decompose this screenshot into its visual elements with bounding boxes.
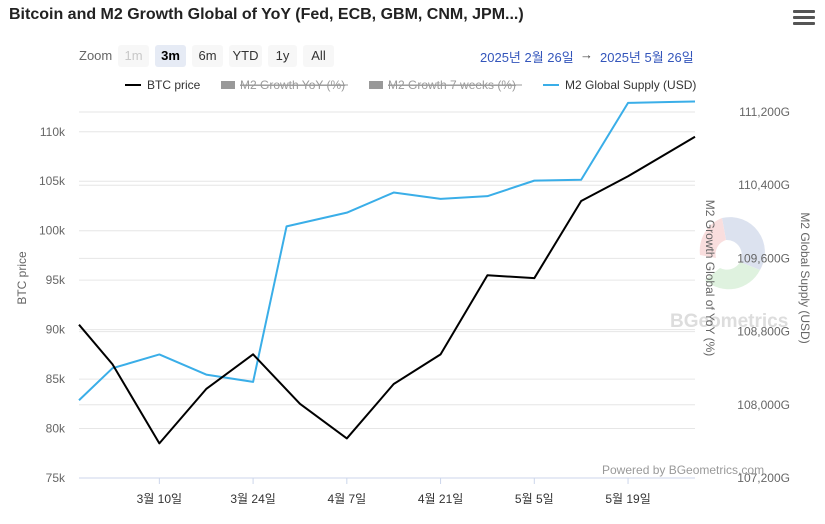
legend-swatch <box>369 81 383 89</box>
left-axis-tick-label: 90k <box>46 323 66 337</box>
range-to-input[interactable]: 2025년 5월 26일 <box>600 50 694 65</box>
x-axis-tick-label: 4월 7일 <box>327 492 366 506</box>
legend-label: BTC price <box>147 78 201 92</box>
legend-item-m2-growth-7-weeks[interactable]: M2 Growth 7 weeks (%) <box>369 78 522 92</box>
watermark-text: BGeometrics <box>670 311 788 332</box>
x-axis-tick-label: 4월 21일 <box>418 492 463 506</box>
legend-item-m2-growth-yoy[interactable]: M2 Growth YoY (%) <box>221 78 348 92</box>
right-axis-tick-label: 109,600G <box>737 251 790 265</box>
chart-title: Bitcoin and M2 Growth Global of YoY (Fed… <box>9 6 524 23</box>
watermark-logo <box>699 217 765 290</box>
zoom-label: Zoom <box>79 48 113 63</box>
zoom-6m-button[interactable]: 6m <box>192 45 223 67</box>
zoom-3m-button[interactable]: 3m <box>155 45 186 67</box>
zoom-1y-button[interactable]: 1y <box>268 45 297 67</box>
left-axis-tick-label: 95k <box>46 273 66 287</box>
x-axis-tick-label: 5월 5일 <box>515 492 554 506</box>
btc-price-series-line[interactable] <box>78 135 696 445</box>
right-axis-tick-label: 107,200G <box>737 471 790 485</box>
right-axis-tick-label: 110,400G <box>738 178 790 192</box>
right-axis-tick-label: 108,800G <box>737 325 790 339</box>
left-axis-title: BTC price <box>15 251 29 305</box>
right-axis-tick-label: 108,000G <box>737 398 790 412</box>
left-axis-tick-label: 85k <box>46 372 66 386</box>
left-axis-tick-label: 105k <box>39 174 66 188</box>
legend-swatch <box>221 81 235 89</box>
right-axis-title: M2 Global Supply (USD) <box>798 212 812 343</box>
legend-item-btc-price[interactable]: BTC price <box>125 78 201 92</box>
left-axis-tick-label: 75k <box>46 471 66 485</box>
range-separator: → <box>580 47 593 62</box>
legend-label: M2 Global Supply (USD) <box>565 78 696 92</box>
x-axis-tick-label: 3월 24일 <box>230 492 275 506</box>
middle-axis-title: M2 Growth Global of YoY (%) <box>703 200 717 357</box>
legend-item-m2-global-supply[interactable]: M2 Global Supply (USD) <box>543 78 696 92</box>
m2-supply-series-line[interactable] <box>78 100 696 401</box>
hamburger-menu-icon[interactable] <box>793 10 815 26</box>
left-axis-tick-label: 100k <box>39 224 66 238</box>
x-axis-tick-label: 3월 10일 <box>137 492 182 506</box>
zoom-1m-button[interactable]: 1m <box>118 45 149 67</box>
x-axis-tick-label: 5월 19일 <box>605 492 650 506</box>
right-axis-tick-label: 111,200G <box>739 105 790 119</box>
zoom-all-button[interactable]: All <box>303 45 334 67</box>
zoom-ytd-button[interactable]: YTD <box>229 45 262 67</box>
chart-credit[interactable]: Powered by BGeometrics.com <box>602 463 764 477</box>
left-axis-tick-label: 80k <box>46 422 66 436</box>
range-from-input[interactable]: 2025년 2월 26일 <box>480 50 574 65</box>
left-axis-tick-label: 110k <box>40 125 66 139</box>
